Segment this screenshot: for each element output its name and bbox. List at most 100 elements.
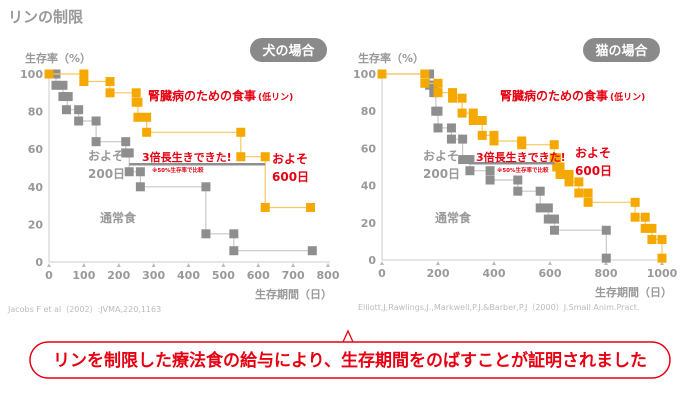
low-phosphorus-marker xyxy=(260,152,270,162)
normal-diet-marker xyxy=(513,175,523,185)
low-phosphorus-marker xyxy=(583,188,593,198)
low-phosphorus-marker xyxy=(133,112,143,122)
low-phosphorus-marker xyxy=(564,177,574,187)
comparison-note: ※50%生存率で比較 xyxy=(152,166,204,174)
normal-diet-marker xyxy=(229,246,239,256)
x-tick-mark xyxy=(492,261,496,265)
normal-diet-marker xyxy=(51,80,61,90)
low-phosphorus-marker xyxy=(468,108,478,118)
low-phosphorus-marker xyxy=(44,69,54,79)
low-phosphorus-suffix: (低リン) xyxy=(258,91,293,103)
panel-label-pill xyxy=(583,38,660,62)
x-tick-mark xyxy=(221,263,226,267)
comparison-note: ※50%生存率で比較 xyxy=(497,166,549,174)
low-phosphorus-marker xyxy=(377,69,387,79)
low-phosphorus-marker xyxy=(420,78,430,88)
x-tick-label: 800 xyxy=(595,267,618,280)
normal-diet-marker xyxy=(535,203,545,213)
normal-diet-marker xyxy=(58,80,68,90)
low-phosphorus-marker xyxy=(457,108,467,118)
low-phosphorus-marker xyxy=(79,69,89,79)
low-phosphorus-marker xyxy=(457,93,467,103)
x-tick-label: 400 xyxy=(177,269,200,282)
y-tick-label: 100 xyxy=(20,68,43,81)
x-tick-label: 0 xyxy=(45,269,53,282)
y-tick-label: 100 xyxy=(353,68,376,81)
x-tick-mark xyxy=(380,261,384,265)
normal-diet-marker xyxy=(91,137,101,147)
x-tick-mark xyxy=(186,263,191,267)
low-phosphorus-marker xyxy=(489,136,499,146)
normal-diet-marker xyxy=(465,155,475,165)
normal-diet-marker xyxy=(549,225,559,235)
normal-diet-marker xyxy=(229,229,239,239)
low-phosphorus-marker xyxy=(477,130,487,140)
low-phosphorus-marker xyxy=(142,127,152,137)
normal-diet-marker xyxy=(121,137,131,147)
normal-diet-survival-line xyxy=(49,73,313,252)
normal-diet-marker xyxy=(458,155,468,165)
low-phosphorus-marker xyxy=(549,140,559,150)
normal-median-label: およそ xyxy=(88,149,124,163)
x-tick-mark xyxy=(326,263,330,267)
panel-label: 猫の場合 xyxy=(595,43,648,59)
x-tick-mark xyxy=(151,263,156,267)
source-citation: Jacobs F et al（2002）:JVMA,220,1163 xyxy=(7,305,161,314)
normal-diet-marker xyxy=(124,167,134,177)
caret-pointer xyxy=(342,329,354,343)
low-phosphorus-marker xyxy=(306,202,316,212)
x-tick-label: 400 xyxy=(483,267,506,280)
normal-diet-marker xyxy=(135,182,145,192)
x-tick-label: 600 xyxy=(539,267,562,280)
normal-diet-marker xyxy=(535,186,545,196)
normal-diet-marker xyxy=(91,116,101,126)
low-phosphorus-survival-line xyxy=(49,73,311,209)
low-phosphorus-marker xyxy=(433,88,443,98)
x-tick-label: 600 xyxy=(247,269,270,282)
low-phosphorus-marker xyxy=(647,235,657,245)
low-phosphorus-marker xyxy=(564,169,574,179)
normal-diet-marker xyxy=(458,134,468,144)
low-phosphorus-marker xyxy=(105,88,115,98)
normal-diet-marker xyxy=(601,225,611,235)
normal-median-label: およそ xyxy=(423,149,459,163)
low-phosphorus-marker xyxy=(647,223,657,233)
normal-diet-marker xyxy=(307,246,317,256)
normal-diet-marker xyxy=(543,214,553,224)
low-median-days: 600日 xyxy=(272,170,309,184)
normal-median-days: 200日 xyxy=(88,167,125,181)
low-phosphorus-marker xyxy=(583,197,593,207)
low-phosphorus-suffix: (低リン) xyxy=(610,91,645,103)
normal-diet-series-label: 通常食 xyxy=(100,210,137,225)
x-tick-mark xyxy=(660,261,664,265)
y-tick-label: 0 xyxy=(35,256,43,269)
x-tick-label: 0 xyxy=(378,267,386,280)
low-phosphorus-marker xyxy=(640,212,650,222)
headline-annotation: 3倍長生きできた! xyxy=(142,150,232,164)
low-phosphorus-marker xyxy=(468,116,478,125)
low-phosphorus-marker xyxy=(517,140,527,150)
low-phosphorus-marker xyxy=(630,212,640,222)
normal-diet-marker xyxy=(433,106,443,116)
normal-diet-marker xyxy=(543,203,553,213)
low-phosphorus-name: 腎臓病のための食事 xyxy=(500,88,608,103)
y-tick-label: 80 xyxy=(361,105,377,118)
low-phosphorus-marker xyxy=(433,78,443,88)
y-tick-label: 60 xyxy=(28,143,44,156)
low-phosphorus-marker xyxy=(236,127,246,137)
normal-diet-marker xyxy=(446,123,456,133)
low-phosphorus-marker xyxy=(477,116,487,125)
low-phosphorus-marker xyxy=(657,235,667,245)
low-phosphorus-marker xyxy=(630,197,640,207)
low-phosphorus-marker xyxy=(657,253,667,263)
low-phosphorus-marker xyxy=(555,169,565,179)
normal-diet-series-label: 通常食 xyxy=(435,210,472,225)
low-median-label: およそ xyxy=(272,152,308,166)
x-tick-label: 500 xyxy=(212,269,235,282)
low-phosphorus-marker xyxy=(105,77,115,87)
normal-diet-marker xyxy=(201,182,211,192)
x-tick-mark xyxy=(47,263,51,267)
low-phosphorus-series-label: 腎臓病のための食事 (低リン) xyxy=(148,88,293,103)
